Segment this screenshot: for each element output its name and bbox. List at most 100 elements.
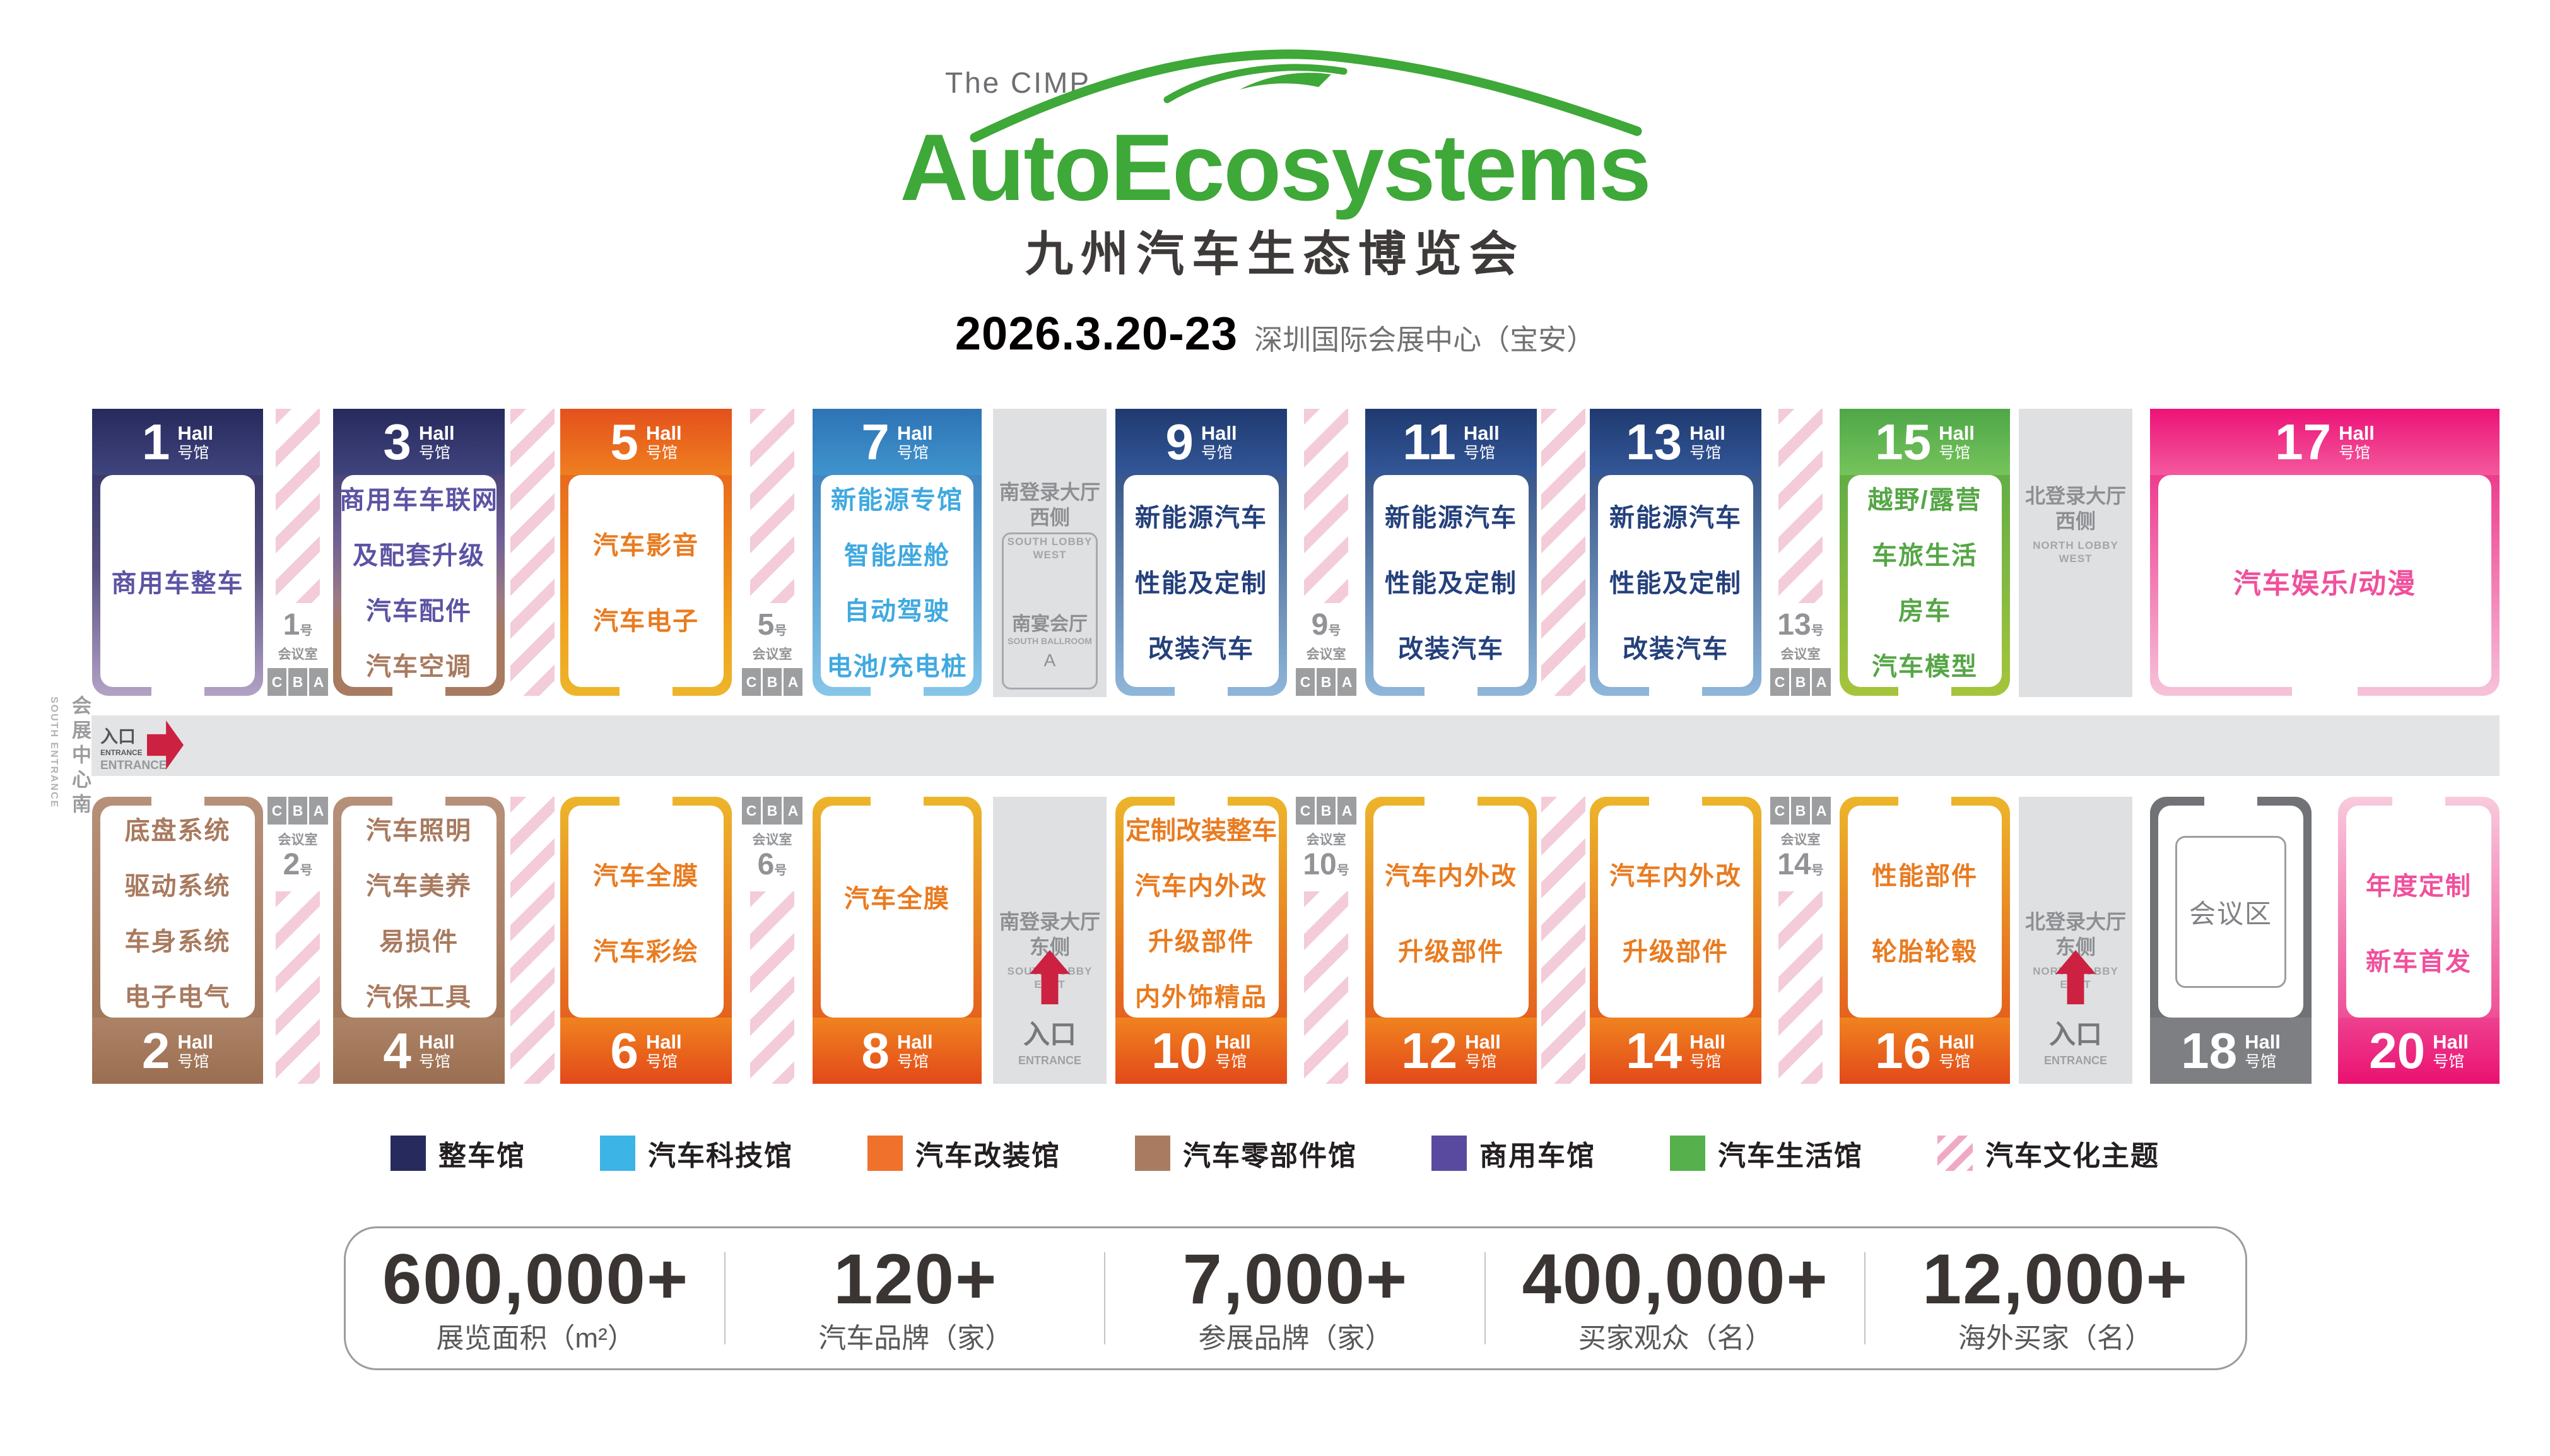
stat-overseas-buyers: 12,000+ 海外买家（名） [1865, 1228, 2245, 1368]
hall-number: 18 [2181, 1022, 2238, 1079]
meeting-room-suffix: 号 [300, 624, 313, 638]
hall-door-gap [1425, 686, 1478, 696]
hall-3-category: 及配套升级 [353, 542, 485, 570]
hall-15-category: 房车 [1898, 597, 1951, 625]
hall-suffix-cn: 号馆 [1465, 1052, 1497, 1071]
meeting-room-label: 会议室 [1780, 833, 1821, 847]
lobby-name-cn: 北登录大厅 [2024, 910, 2126, 933]
culture-stripe-band [1304, 891, 1348, 1084]
stat-buyers: 400,000+ 买家观众（名） [1486, 1228, 1865, 1368]
hall-suffix-cn: 号馆 [2339, 443, 2371, 462]
meeting-room-number: 10 [1303, 848, 1337, 881]
meeting-room-label: 会议室 [1306, 833, 1346, 847]
hall-15-category: 汽车模型 [1872, 653, 1978, 681]
culture-stripe-band [750, 409, 794, 603]
hall-number: 16 [1875, 1022, 1932, 1079]
meeting-room-suffix: 号 [300, 864, 313, 878]
legend-item: 汽车文化主题 [1937, 1133, 2159, 1173]
hall-number: 4 [383, 1022, 411, 1079]
lobby-entrance: 入口 ENTRANCE [2019, 950, 2132, 1067]
legend-label: 汽车文化主题 [1985, 1141, 2159, 1171]
hall-door-gap [2392, 797, 2445, 807]
hall-suffix-en: Hall [177, 421, 214, 444]
lobby-name-cn: 北登录大厅 [2024, 484, 2126, 507]
hall-6-category: 汽车彩绘 [593, 938, 699, 966]
stat-value: 600,000+ [382, 1240, 690, 1318]
hall-suffix-cn: 号馆 [896, 1052, 929, 1071]
hall-12-header: 12 Hall 号馆 [1365, 1018, 1537, 1084]
culture-stripe-band [1304, 409, 1348, 603]
hall-6-category: 汽车全膜 [593, 862, 699, 890]
hall-3-category: 汽车空调 [366, 653, 472, 681]
south-ballroom: 南宴会厅 SOUTH BALLROOM A [1002, 532, 1098, 690]
hall-4-category: 易损件 [379, 928, 459, 956]
unit-a: A [784, 797, 802, 825]
culture-stripe-band [1541, 409, 1585, 696]
hall-5: 5 Hall 号馆 汽车影音 汽车电子 [560, 409, 732, 696]
ballroom-name-cn: 南宴会厅 [1012, 613, 1088, 635]
car-silhouette-logo-icon [970, 49, 1642, 143]
unit-b: B [1791, 797, 1810, 825]
hall-14-header: 14 Hall 号馆 [1590, 1018, 1761, 1084]
hall-door-gap [871, 797, 924, 807]
hall-suffix-en: Hall [2339, 421, 2375, 444]
hall-7-header: 7 Hall 号馆 [813, 409, 982, 475]
meeting-room-number: 2 [283, 848, 300, 881]
hall-3-category: 商用车车联网 [339, 486, 498, 514]
hall-16-header: 16 Hall 号馆 [1840, 1018, 2010, 1084]
hall-door-gap [620, 686, 673, 696]
hall-12-category: 升级部件 [1398, 938, 1504, 966]
hall-suffix-cn: 号馆 [2433, 1052, 2465, 1071]
hall-door-gap [1649, 797, 1702, 807]
hall-suffix-cn: 号馆 [177, 1052, 209, 1071]
legend-swatch-parts [1135, 1136, 1170, 1171]
hall-suffix-en: Hall [2433, 1030, 2469, 1053]
meeting-room-label: 会议室 [278, 833, 318, 847]
stat-value: 120+ [833, 1240, 998, 1318]
hall-11: 11 Hall 号馆 新能源汽车 性能及定制 改装汽车 [1365, 409, 1537, 696]
hall-8-header: 8 Hall 号馆 [813, 1018, 982, 1084]
hall-number: 15 [1875, 413, 1932, 470]
culture-stripe-band [750, 891, 794, 1084]
legend-label: 商用车馆 [1479, 1141, 1595, 1171]
hall-2-category: 车身系统 [124, 928, 231, 956]
hall-suffix-cn: 号馆 [2245, 1052, 2277, 1071]
hall-number: 14 [1626, 1022, 1683, 1079]
hall-8-category: 汽车全膜 [844, 885, 950, 913]
unit-c: C [1296, 668, 1315, 696]
legend-swatch-lifestyle [1670, 1136, 1705, 1171]
stat-divider [1484, 1252, 1486, 1344]
hall-number: 3 [383, 413, 411, 470]
hall-16: 性能部件 轮胎轮毂 16 Hall 号馆 [1840, 797, 2010, 1084]
meeting-room-label: 会议室 [752, 647, 792, 662]
hall-9-category: 新能源汽车 [1135, 504, 1267, 532]
hall-11-category: 改装汽车 [1398, 635, 1504, 663]
lobby-name-cn: 南登录大厅 [999, 481, 1100, 503]
hall-11-category: 性能及定制 [1385, 570, 1517, 597]
south-lobby-west: 南登录大厅 西侧 SOUTH LOBBY WEST 南宴会厅 SOUTH BAL… [993, 409, 1107, 697]
meeting-room-number: 5 [757, 608, 775, 642]
south-entrance-cn-label: 会展中心南 [69, 695, 91, 818]
legend-label: 汽车零部件馆 [1183, 1141, 1357, 1171]
stat-divider [1864, 1252, 1865, 1344]
hall-number: 9 [1165, 413, 1194, 470]
hall-4-category: 汽保工具 [366, 983, 472, 1011]
culture-stripe-band [1778, 891, 1823, 1084]
legend-swatch-tuning [867, 1136, 903, 1171]
hall-11-header: 11 Hall 号馆 [1365, 409, 1537, 475]
stats-bar: 600,000+ 展览面积（m²） 120+ 汽车品牌（家） 7,000+ 参展… [344, 1226, 2247, 1370]
hall-door-gap [392, 686, 445, 696]
hall-2-category: 驱动系统 [124, 872, 231, 900]
meeting-room-suffix: 号 [774, 624, 787, 638]
hall-9: 9 Hall 号馆 新能源汽车 性能及定制 改装汽车 [1115, 409, 1287, 696]
stat-label: 海外买家（名） [1958, 1323, 2153, 1354]
unit-c: C [742, 797, 761, 825]
hall-number: 10 [1151, 1022, 1208, 1079]
ballroom-name-en: SOUTH BALLROOM [1008, 635, 1092, 646]
hall-15-category: 越野/露营 [1867, 486, 1982, 514]
